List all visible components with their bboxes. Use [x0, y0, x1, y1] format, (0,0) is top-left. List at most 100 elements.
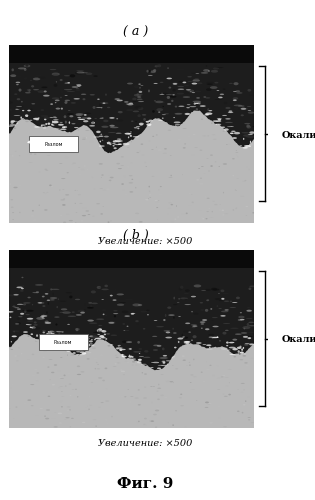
Ellipse shape: [162, 114, 166, 115]
Ellipse shape: [235, 345, 240, 346]
Ellipse shape: [91, 122, 95, 124]
Ellipse shape: [191, 154, 195, 155]
FancyBboxPatch shape: [39, 334, 88, 350]
Ellipse shape: [200, 321, 205, 323]
Ellipse shape: [107, 345, 110, 346]
Ellipse shape: [201, 166, 204, 167]
Ellipse shape: [13, 186, 18, 188]
Ellipse shape: [250, 140, 251, 143]
Ellipse shape: [43, 332, 45, 334]
Ellipse shape: [50, 104, 53, 105]
Ellipse shape: [91, 290, 96, 294]
Ellipse shape: [212, 326, 219, 328]
Ellipse shape: [222, 115, 227, 116]
Ellipse shape: [124, 132, 131, 134]
Ellipse shape: [164, 113, 169, 114]
Ellipse shape: [76, 70, 84, 71]
Ellipse shape: [167, 306, 171, 309]
Ellipse shape: [36, 379, 37, 380]
Ellipse shape: [19, 212, 20, 213]
Ellipse shape: [47, 290, 49, 292]
Ellipse shape: [45, 418, 49, 420]
Ellipse shape: [86, 72, 92, 75]
Ellipse shape: [10, 121, 14, 124]
Ellipse shape: [200, 309, 204, 311]
Ellipse shape: [124, 339, 128, 342]
Ellipse shape: [37, 385, 38, 387]
Ellipse shape: [100, 140, 101, 142]
Ellipse shape: [159, 120, 161, 122]
Ellipse shape: [67, 91, 75, 92]
Ellipse shape: [90, 94, 95, 96]
Ellipse shape: [60, 334, 64, 336]
Ellipse shape: [100, 118, 104, 119]
Ellipse shape: [18, 68, 26, 70]
Ellipse shape: [66, 349, 70, 352]
Ellipse shape: [129, 354, 130, 356]
Ellipse shape: [85, 130, 89, 131]
Ellipse shape: [223, 323, 230, 324]
Ellipse shape: [59, 386, 63, 387]
Ellipse shape: [42, 330, 46, 332]
Ellipse shape: [139, 353, 140, 354]
Ellipse shape: [76, 212, 77, 213]
Ellipse shape: [11, 68, 14, 71]
Ellipse shape: [60, 96, 62, 98]
Ellipse shape: [192, 326, 196, 328]
Ellipse shape: [206, 82, 214, 84]
Ellipse shape: [175, 106, 177, 108]
Ellipse shape: [233, 82, 238, 85]
Ellipse shape: [108, 322, 114, 324]
Ellipse shape: [83, 98, 85, 100]
Ellipse shape: [154, 320, 158, 321]
Ellipse shape: [156, 134, 158, 136]
Ellipse shape: [27, 324, 32, 326]
Ellipse shape: [146, 121, 149, 122]
Ellipse shape: [17, 98, 20, 100]
Ellipse shape: [233, 100, 237, 101]
Ellipse shape: [73, 352, 76, 354]
Ellipse shape: [20, 290, 24, 292]
Ellipse shape: [80, 72, 88, 74]
Ellipse shape: [244, 353, 246, 355]
Ellipse shape: [66, 292, 72, 294]
Ellipse shape: [158, 200, 159, 201]
Text: Разлом: Разлом: [54, 340, 72, 345]
Ellipse shape: [157, 64, 158, 67]
Ellipse shape: [130, 396, 134, 397]
Ellipse shape: [46, 192, 49, 193]
Ellipse shape: [123, 143, 129, 145]
Ellipse shape: [130, 130, 133, 133]
Ellipse shape: [247, 106, 251, 107]
Ellipse shape: [107, 107, 110, 108]
Ellipse shape: [206, 299, 209, 301]
Ellipse shape: [65, 350, 68, 352]
Ellipse shape: [49, 331, 54, 332]
Ellipse shape: [148, 198, 149, 200]
Ellipse shape: [69, 151, 72, 152]
Ellipse shape: [52, 121, 59, 124]
Ellipse shape: [208, 70, 210, 72]
Ellipse shape: [31, 326, 36, 328]
Ellipse shape: [246, 124, 250, 128]
Ellipse shape: [166, 94, 172, 95]
Ellipse shape: [170, 220, 174, 222]
Ellipse shape: [72, 389, 75, 390]
Ellipse shape: [133, 136, 139, 138]
Ellipse shape: [111, 344, 113, 346]
Ellipse shape: [222, 332, 226, 334]
Ellipse shape: [212, 211, 213, 212]
Ellipse shape: [166, 360, 171, 362]
Ellipse shape: [249, 286, 256, 287]
Ellipse shape: [173, 316, 175, 319]
Ellipse shape: [163, 330, 170, 332]
Ellipse shape: [95, 388, 98, 390]
Ellipse shape: [221, 310, 228, 312]
Ellipse shape: [109, 117, 115, 119]
Ellipse shape: [12, 330, 20, 332]
Ellipse shape: [70, 337, 72, 339]
Ellipse shape: [241, 114, 244, 116]
Ellipse shape: [62, 334, 66, 336]
Ellipse shape: [49, 117, 54, 118]
Ellipse shape: [194, 102, 196, 105]
